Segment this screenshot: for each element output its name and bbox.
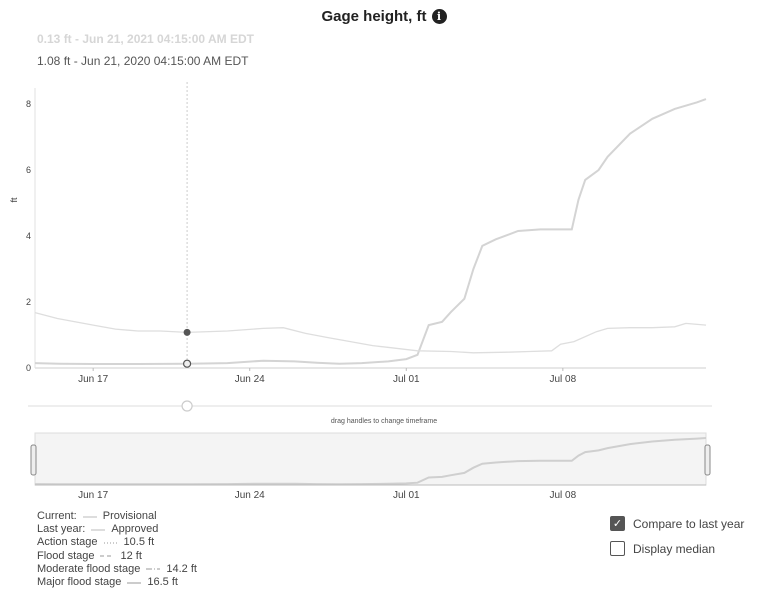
median-label: Display median: [633, 541, 716, 556]
current-cursor-point: [182, 359, 192, 368]
legend-major-swatch: [127, 582, 142, 584]
legend-major-value: 16.5 ft: [147, 576, 178, 589]
y-tick-label: 2: [26, 297, 31, 307]
series-current-line: [34, 98, 707, 365]
tooltip-last-year-reading: 1.08 ft - Jun 21, 2020 04:15:00 AM EDT: [37, 54, 249, 68]
legend-moderate-swatch: [146, 568, 161, 570]
time-slider[interactable]: [28, 400, 712, 412]
legend-current: Current: Provisional: [37, 510, 197, 523]
brush-x-tick-label: Jul 01: [393, 490, 420, 501]
legend-major-flood-stage: Major flood stage 16.5 ft: [37, 576, 197, 589]
x-tick-label: Jun 17: [78, 374, 108, 385]
legend: Current: Provisional Last year: Approved…: [37, 510, 197, 589]
brush-x-tick-label: Jul 08: [550, 490, 577, 501]
brush-x-tick-label: Jun 17: [78, 490, 108, 501]
legend-action-stage: Action stage 10.5 ft: [37, 536, 197, 549]
legend-last-year-swatch: [91, 529, 106, 531]
legend-current-value: Provisional: [102, 510, 157, 522]
legend-flood-stage: Flood stage 12 ft: [37, 550, 197, 563]
median-checkbox[interactable]: [610, 541, 625, 556]
legend-action-swatch: [103, 542, 118, 544]
cursor-markers: [182, 82, 192, 368]
hydrograph-chart[interactable]: 0 2 4 6 8 ft Jun 17 Jun 24 Jul 01 Jul 08: [0, 0, 768, 420]
chart-title: Gage height, ft i: [0, 8, 768, 25]
brush-group[interactable]: Jun 17 Jun 24 Jul 01 Jul 08: [30, 432, 711, 501]
x-tick-label: Jun 24: [235, 374, 265, 385]
legend-last-year-label: Last year:: [37, 523, 86, 536]
legend-current-swatch: [82, 516, 97, 518]
compare-last-year-toggle[interactable]: ✓ Compare to last year: [610, 516, 744, 531]
legend-last-year-value: Approved: [111, 523, 159, 536]
chart-title-text: Gage height, ft: [321, 8, 427, 25]
y-tick-label: 0: [26, 363, 31, 373]
last-year-cursor-point: [183, 328, 191, 336]
brush-right-handle: [704, 444, 711, 476]
legend-moderate-label: Moderate flood stage: [37, 562, 141, 575]
brush-hint: drag handles to change timeframe: [330, 418, 438, 425]
x-tick-label: Jul 01: [393, 374, 420, 385]
legend-moderate-value: 14.2 ft: [166, 562, 197, 575]
compare-checkbox[interactable]: ✓: [610, 516, 625, 531]
slider-handle: [181, 400, 193, 412]
main-series-group: [34, 98, 707, 365]
y-tick-label: 8: [26, 99, 31, 109]
x-tick-label: Jul 08: [550, 374, 577, 385]
brush-x-tick-label: Jun 24: [235, 490, 265, 501]
main-axes: 0 2 4 6 8 ft Jun 17 Jun 24 Jul 01 Jul 08: [9, 88, 706, 385]
brush-series-current: [34, 437, 707, 486]
legend-flood-value: 12 ft: [120, 549, 142, 562]
brush-left-handle: [30, 444, 37, 476]
y-axis-label: ft: [9, 197, 19, 203]
display-median-toggle[interactable]: Display median: [610, 541, 715, 556]
legend-last-year: Last year: Approved: [37, 523, 197, 536]
info-circle-icon[interactable]: i: [431, 9, 447, 24]
compare-label: Compare to last year: [633, 516, 745, 531]
legend-moderate-flood-stage: Moderate flood stage 14.2 ft: [37, 563, 197, 576]
legend-flood-swatch: [100, 555, 115, 557]
y-tick-label: 6: [26, 165, 31, 175]
legend-current-label: Current:: [37, 510, 77, 522]
legend-action-value: 10.5 ft: [123, 536, 155, 549]
legend-major-label: Major flood stage: [37, 576, 122, 589]
brush-selection: [34, 432, 707, 486]
legend-action-label: Action stage: [37, 536, 98, 549]
tooltip-current-reading: 0.13 ft - Jun 21, 2021 04:15:00 AM EDT: [37, 32, 254, 46]
y-tick-label: 4: [26, 231, 31, 241]
legend-flood-label: Flood stage: [37, 549, 95, 562]
series-last-year-line: [34, 311, 707, 354]
